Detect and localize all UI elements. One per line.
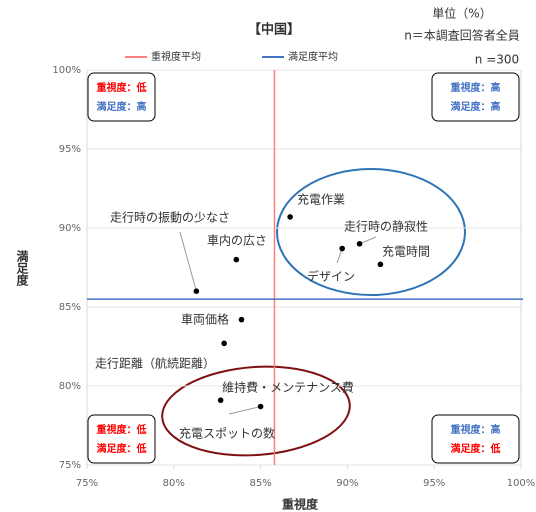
- point: [287, 214, 293, 220]
- point: [339, 245, 345, 252]
- y-tick-label: 80%: [59, 381, 81, 392]
- legend-label: 満足度平均: [288, 50, 338, 63]
- y-tick-label: 100%: [52, 65, 81, 76]
- point-label: 車内の広さ: [207, 234, 267, 248]
- point-label: 維持費・メンテナンス費: [222, 380, 354, 395]
- point-label: 走行時の振動の少なさ: [110, 211, 230, 225]
- chart-title: 【中国】: [248, 22, 300, 38]
- x-axis-title: 重視度: [282, 497, 319, 512]
- quadrant-label: 満足度：低: [97, 442, 147, 455]
- point-label: 充電スポットの数: [179, 426, 275, 441]
- x-tick-label: 75%: [76, 478, 98, 489]
- quadrant-label: 満足度：高: [451, 100, 501, 113]
- quadrant-label: 重視度：低: [97, 423, 147, 436]
- y-tick-label: 95%: [59, 144, 81, 155]
- quadrant-box: [431, 72, 520, 122]
- point-label: デザイン: [307, 269, 355, 284]
- point: [193, 288, 200, 295]
- quadrant-box: [431, 414, 520, 464]
- point-label: 充電時間: [382, 244, 430, 259]
- leader-line: [228, 406, 261, 415]
- quadrant-label: 重視度：高: [451, 423, 501, 436]
- point: [377, 261, 384, 268]
- point: [238, 316, 245, 323]
- x-tick-label: 80%: [163, 478, 185, 489]
- quadrant-box: [87, 414, 156, 464]
- highlight-ellipse: [161, 365, 351, 457]
- plot-area: [86, 69, 522, 466]
- y-tick-label: 90%: [59, 223, 81, 234]
- point: [257, 403, 264, 410]
- quadrant-label: 満足度：高: [97, 100, 147, 113]
- y-tick-label: 75%: [59, 460, 81, 471]
- point-label: 車両価格: [181, 312, 229, 327]
- x-tick-label: 90%: [336, 478, 358, 489]
- quadrant-box: [87, 72, 156, 122]
- leader-line: [179, 231, 197, 292]
- y-tick-label: 85%: [59, 302, 81, 313]
- legend-label: 重視度平均: [151, 50, 201, 63]
- point: [233, 256, 240, 263]
- unit: 単位（%）: [432, 6, 491, 21]
- point-label: 走行距離（航続距離）: [95, 356, 215, 371]
- point: [356, 241, 363, 247]
- point: [217, 397, 224, 404]
- y-axis-title: 満足度: [15, 249, 29, 287]
- quadrant-label: 重視度：低: [97, 81, 147, 94]
- sample-size: n =300: [475, 53, 519, 67]
- x-tick-label: 100%: [507, 478, 536, 489]
- point-label: 充電作業: [297, 192, 345, 207]
- point-label: 走行時の静寂性: [344, 219, 428, 234]
- x-tick-label: 85%: [249, 478, 271, 489]
- quadrant-label: 重視度：高: [451, 81, 501, 94]
- point: [221, 340, 227, 347]
- x-tick-label: 95%: [423, 478, 445, 489]
- leader-line: [359, 236, 377, 245]
- quadrant-label: 満足度：低: [451, 442, 501, 455]
- respondents: n＝本調査回答者全員: [404, 28, 520, 43]
- highlight-ellipse: [276, 168, 466, 296]
